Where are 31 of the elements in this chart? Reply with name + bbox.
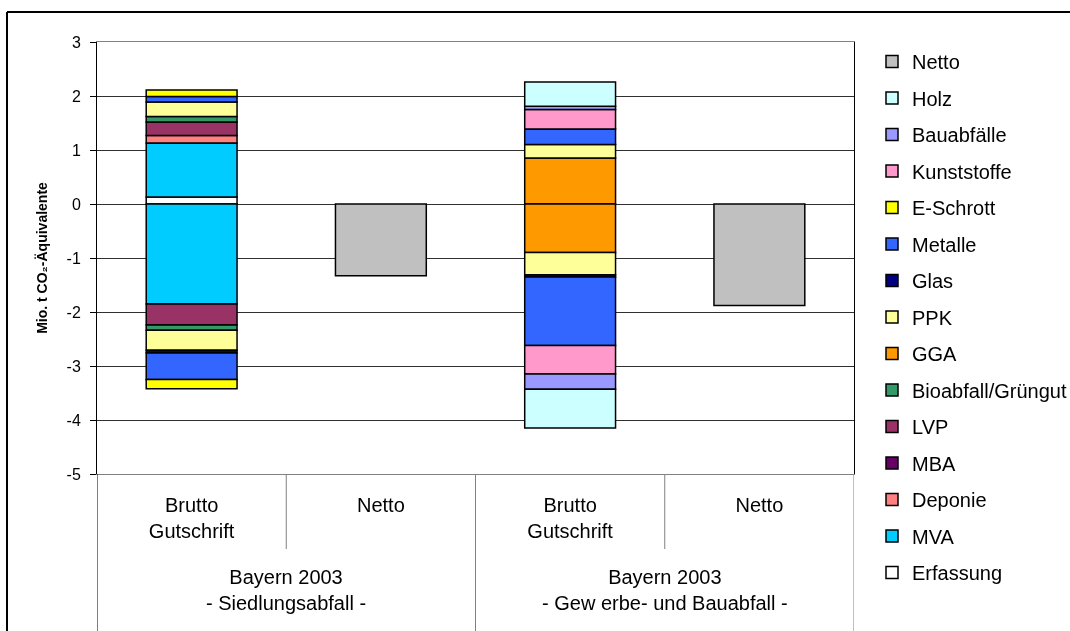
y-tick-label: 0 [71, 195, 81, 213]
text: Bayern 2003 - Siedlungsabfall - [206, 566, 367, 614]
y-tick-label: -2 [66, 303, 81, 321]
y-tick-label: -5 [66, 465, 81, 483]
legend-label: Bauabfälle [912, 124, 1007, 147]
legend-label: Erfassung [912, 562, 1003, 585]
y-axis-title: Mio. t CO₂-Äquivalente [34, 181, 51, 334]
y-tick-label: -1 [66, 249, 81, 267]
x-tick-label: Brutto Gutschrift [527, 494, 614, 542]
y-tick-label: -3 [66, 357, 81, 375]
x-tick-label: Netto [735, 494, 784, 516]
legend-label: Bioabfall/Grüngut [912, 379, 1067, 402]
legend-label: E-Schrott [912, 197, 996, 220]
legend-label: Netto [912, 51, 960, 74]
y-tick-label: 2 [71, 87, 81, 105]
legend-label: Deponie [912, 489, 987, 512]
text: Bayern 2003 - Gew erbe- und Bauabfall - [542, 566, 788, 614]
legend-label: Kunststoffe [912, 160, 1012, 183]
y-tick-label: 3 [71, 33, 81, 51]
legend-label: Glas [912, 270, 954, 293]
legend-label: Metalle [912, 233, 977, 256]
x-tick-label: Brutto Gutschrift [148, 494, 235, 542]
legend-label: LVP [912, 416, 949, 439]
y-tick-label: 1 [71, 141, 81, 159]
legend-label: MBA [912, 452, 956, 475]
y-tick-label: -4 [66, 411, 81, 429]
legend-label: GGA [912, 343, 958, 366]
legend-label: MVA [912, 525, 955, 548]
legend-label: Holz [912, 87, 953, 110]
legend-label: PPK [912, 306, 953, 329]
x-tick-label: Netto [356, 494, 405, 516]
